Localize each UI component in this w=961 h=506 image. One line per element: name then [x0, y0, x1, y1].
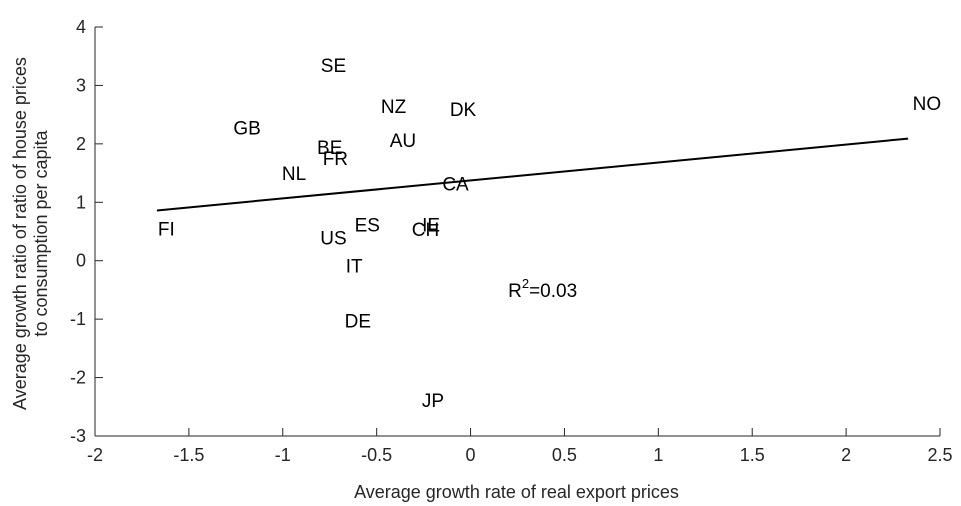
x-tick-label: -0.5: [361, 445, 392, 465]
x-tick-label: -1: [275, 445, 291, 465]
point-label-se: SE: [321, 56, 346, 77]
y-tick-label: -1: [70, 309, 86, 329]
x-tick-label: 2: [841, 445, 851, 465]
point-label-de: DE: [345, 311, 371, 332]
point-label-be: BE: [317, 138, 342, 159]
x-tick-label: -2: [87, 445, 103, 465]
x-tick-label: 1.5: [740, 445, 765, 465]
r-squared-suffix: =0.03: [529, 281, 577, 302]
y-tick-label: 0: [76, 251, 86, 271]
point-label-ca: CA: [442, 175, 469, 196]
y-tick-label: -3: [70, 426, 86, 446]
x-axis-title: Average growth rate of real export price…: [354, 482, 679, 502]
point-label-no: NO: [913, 94, 942, 115]
y-tick-label: 2: [76, 134, 86, 154]
x-tick-label: 0.5: [552, 445, 577, 465]
x-tick-label: 0: [466, 445, 476, 465]
point-label-fi: FI: [158, 220, 175, 241]
y-tick-label: 1: [76, 192, 86, 212]
point-label-fr: FR: [323, 149, 348, 170]
y-tick-label: 3: [76, 75, 86, 95]
point-label-nz: NZ: [381, 97, 407, 118]
point-label-nl: NL: [282, 164, 306, 185]
y-tick-label: 4: [76, 17, 86, 37]
r-squared-annotation: R2=0.03: [508, 276, 577, 302]
r-squared-superscript: 2: [522, 276, 529, 291]
fit-line-group: [156, 137, 909, 212]
point-label-dk: DK: [450, 100, 477, 121]
annotation-group: R2=0.03: [508, 276, 577, 302]
x-tick-label: -1.5: [173, 445, 204, 465]
y-axis-title-line-1: Average growth ratio of ratio of house p…: [10, 57, 30, 410]
point-label-gb: GB: [233, 118, 260, 139]
point-label-es: ES: [355, 215, 380, 236]
point-label-au: AU: [390, 131, 416, 152]
point-label-jp: JP: [422, 391, 444, 412]
point-label-it: IT: [346, 256, 363, 277]
y-tick-label: -2: [70, 368, 86, 388]
y-axis-title-line-2: to consumption per capita: [31, 129, 51, 336]
r-squared-prefix: R: [508, 281, 522, 302]
point-label-us: US: [320, 228, 346, 249]
x-tick-label: 1: [653, 445, 663, 465]
regression-line: [156, 137, 909, 212]
x-tick-label: 2.5: [927, 445, 952, 465]
point-label-ch: CH: [412, 220, 439, 241]
point-label-ie: IE: [422, 215, 440, 236]
